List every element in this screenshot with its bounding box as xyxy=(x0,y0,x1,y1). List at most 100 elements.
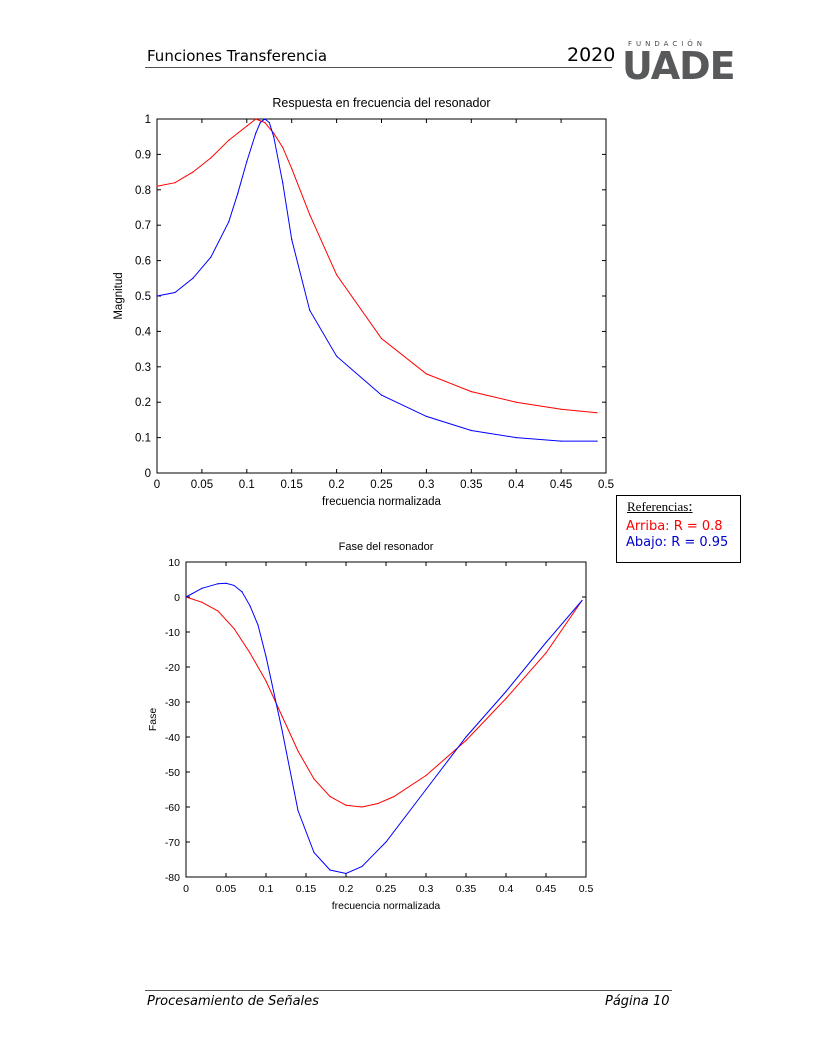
x-tick-label: 0.4 xyxy=(499,883,514,895)
x-tick-label: 0.1 xyxy=(259,883,274,895)
data-point xyxy=(596,440,598,442)
data-point xyxy=(291,238,293,240)
y-tick-label: -80 xyxy=(165,872,180,884)
logo-main-text: UADE xyxy=(622,44,736,88)
x-tick-label: 0.15 xyxy=(296,883,317,895)
y-tick-label: 0.7 xyxy=(135,220,151,232)
y-tick-label: 0.1 xyxy=(135,433,151,445)
x-tick-label: 0.25 xyxy=(370,479,392,491)
legend-item-abajo: Abajo: R = 0.95 xyxy=(626,535,729,550)
y-tick-label: 0 xyxy=(174,592,180,604)
data-point xyxy=(515,401,517,403)
phase-chart: 0 0.05 0.1 0.15 0.2 0.25 0.3 0.35 0.4 0.45 0.5100-… xyxy=(147,541,593,912)
data-point xyxy=(291,167,293,170)
data-point xyxy=(581,599,583,602)
plot-frame xyxy=(156,118,607,474)
data-point xyxy=(273,136,275,138)
header-title: Funciones Transferencia xyxy=(147,47,328,65)
data-point xyxy=(336,274,338,276)
y-tick-label: 0.5 xyxy=(135,291,151,303)
x-tick-label: 0.45 xyxy=(550,479,572,491)
data-point xyxy=(560,408,562,410)
data-point xyxy=(241,591,243,593)
data-point xyxy=(201,601,203,603)
data-point xyxy=(174,291,176,294)
data-point xyxy=(545,652,547,654)
data-point xyxy=(505,690,507,693)
data-point xyxy=(361,806,363,808)
data-point xyxy=(380,394,383,396)
x-tick-label: 0.2 xyxy=(329,479,345,491)
uade-logo: FUNDACIÓN UADE xyxy=(622,40,736,88)
y-tick-label: 1 xyxy=(145,114,151,126)
y-tick-label: 0.9 xyxy=(135,149,151,161)
x-axis-label: frecuencia normalizada xyxy=(322,496,442,508)
x-tick-label: 0.05 xyxy=(191,479,213,491)
data-point xyxy=(282,182,284,184)
data-point xyxy=(361,865,363,868)
data-point xyxy=(545,641,547,644)
data-point xyxy=(265,680,267,682)
y-tick-label: -70 xyxy=(165,837,180,849)
x-tick-label: 0.1 xyxy=(239,479,255,491)
data-point xyxy=(237,192,239,194)
data-point xyxy=(297,809,299,812)
data-point xyxy=(345,804,347,806)
data-point xyxy=(505,697,507,700)
x-tick-label: 0 xyxy=(183,883,189,895)
data-point xyxy=(465,736,467,738)
x-tick-label: 0.2 xyxy=(339,883,354,895)
x-tick-label: 0.05 xyxy=(216,883,237,895)
x-tick-label: 0 xyxy=(154,479,160,491)
header-year: 2020 xyxy=(567,44,616,66)
data-point xyxy=(192,171,194,173)
data-point xyxy=(470,429,472,432)
data-point xyxy=(268,121,270,124)
data-point xyxy=(313,778,315,780)
y-tick-label: -60 xyxy=(165,802,180,814)
legend-colon: : xyxy=(688,499,693,515)
x-tick-label: 0.35 xyxy=(456,883,477,895)
data-point xyxy=(380,337,383,340)
data-point xyxy=(425,415,427,417)
y-axis-label: Magnitud xyxy=(113,272,125,319)
y-tick-label: -50 xyxy=(165,767,180,779)
y-tick-label: 0.8 xyxy=(135,185,151,197)
x-axis-label: frecuencia normalizada xyxy=(332,900,441,912)
legend-item-arriba: Arriba: R = 0.8 xyxy=(626,519,723,534)
x-tick-label: 0.3 xyxy=(418,479,434,491)
data-point xyxy=(425,788,427,791)
data-point xyxy=(470,390,472,393)
data-point xyxy=(255,132,257,134)
data-point xyxy=(249,652,251,654)
x-tick-label: 0.4 xyxy=(508,479,525,491)
x-tick-label: 0.5 xyxy=(598,479,614,491)
data-point xyxy=(336,355,338,357)
logo-top-text: FUNDACIÓN xyxy=(628,40,707,48)
x-tick-label: 0.3 xyxy=(419,883,434,895)
data-point xyxy=(192,277,194,279)
y-tick-label: 0.3 xyxy=(135,362,151,374)
data-point xyxy=(228,139,230,141)
data-point xyxy=(210,157,212,159)
data-point xyxy=(345,872,347,875)
legend-box: Referencias: Arriba: R = 0.8 Abajo: R = … xyxy=(616,495,741,563)
data-point xyxy=(265,655,267,658)
data-point xyxy=(246,160,248,163)
data-point xyxy=(233,584,235,587)
y-tick-label: -30 xyxy=(165,697,180,709)
data-point xyxy=(174,182,176,184)
data-point xyxy=(156,185,158,187)
x-tick-label: 0.25 xyxy=(376,883,397,895)
magnitude-chart: 0 0.05 0.1 0.15 0.2 0.25 0.3 0.35 0.4 0.45 0.5 0 0.1… xyxy=(113,96,614,508)
data-point xyxy=(210,256,212,258)
data-point xyxy=(201,587,203,589)
data-point xyxy=(515,437,517,439)
data-point xyxy=(228,221,230,223)
y-tick-label: 10 xyxy=(168,557,180,569)
data-point xyxy=(329,795,331,798)
y-tick-label: -10 xyxy=(165,627,180,639)
footer-page: Página 10 xyxy=(605,994,670,1009)
y-tick-label: -40 xyxy=(165,732,180,744)
data-point xyxy=(313,851,315,854)
